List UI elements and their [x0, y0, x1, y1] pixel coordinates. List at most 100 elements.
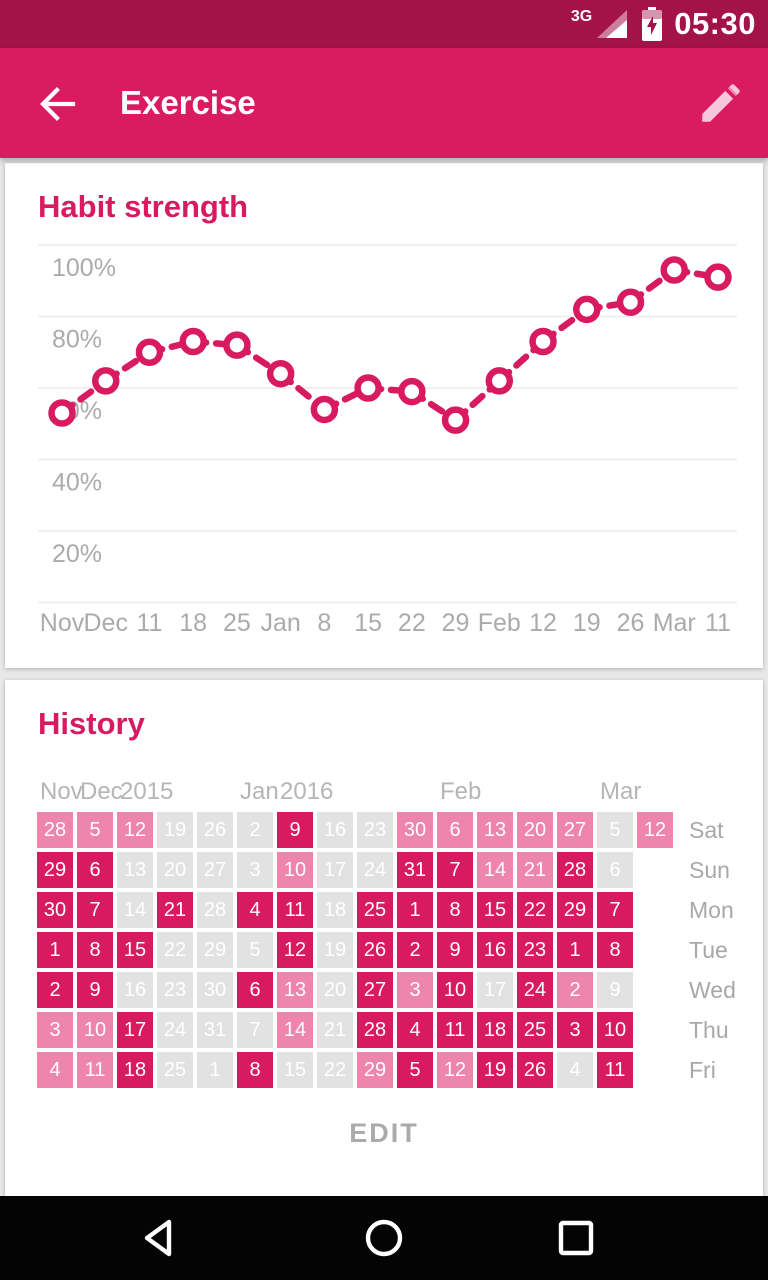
calendar-cell: 2 [237, 812, 273, 848]
calendar-cell: 21 [157, 892, 193, 928]
recents-square-icon[interactable] [554, 1216, 598, 1260]
calendar-cell: 14 [277, 1012, 313, 1048]
calendar-cell: 13 [277, 972, 313, 1008]
month-label: Mar [600, 778, 642, 805]
calendar-cell: 12 [437, 1052, 473, 1088]
network-type-label: 3G [570, 8, 593, 25]
calendar-cell: 10 [77, 1012, 113, 1048]
habit-strength-chart[interactable]: 100%80%60%40%20%Nov Dec 11 18 25 Jan 8 15 22 29 Fe… [5, 163, 763, 668]
x-axis-tick-label: 8 [317, 609, 331, 637]
x-axis-tick-label: Jan [260, 609, 300, 637]
calendar-cell: 17 [117, 1012, 153, 1048]
month-label: Jan [240, 778, 279, 805]
day-of-week-label: Tue [689, 937, 728, 963]
edit-history-button[interactable]: EDIT [5, 1118, 763, 1149]
calendar-cell: 24 [517, 972, 553, 1008]
calendar-cell: 25 [357, 892, 393, 928]
calendar-cell: 18 [317, 892, 353, 928]
calendar-cell: 8 [597, 932, 633, 968]
battery-charging-icon [640, 6, 664, 42]
calendar-cell: 15 [477, 892, 513, 928]
x-axis-tick-label: 15 [354, 609, 382, 637]
calendar-cell: 7 [597, 892, 633, 928]
chart-data-point [91, 367, 120, 395]
calendar-cell: 27 [357, 972, 393, 1008]
calendar-cell: 15 [277, 1052, 313, 1088]
arrow-left-icon[interactable] [36, 83, 78, 125]
calendar-cell: 23 [157, 972, 193, 1008]
calendar-cell: 2 [37, 972, 73, 1008]
calendar-cell: 19 [317, 932, 353, 968]
chart-data-point [573, 295, 601, 324]
clock-label: 05:30 [674, 6, 756, 41]
pencil-icon[interactable] [696, 78, 746, 128]
calendar-cell: 5 [597, 812, 633, 848]
calendar-cell: 1 [397, 892, 433, 928]
calendar-cell: 30 [37, 892, 73, 928]
calendar-cell: 29 [357, 1052, 393, 1088]
calendar-cell: 21 [517, 852, 553, 888]
app-bar: Exercise [0, 48, 768, 158]
x-axis-tick-label: 25 [223, 609, 251, 637]
calendar-cell: 22 [317, 1052, 353, 1088]
calendar-cell: 6 [237, 972, 273, 1008]
calendar-cell: 20 [517, 812, 553, 848]
y-axis-tick-label: 40% [52, 469, 102, 497]
calendar-cell: 7 [437, 852, 473, 888]
y-axis-tick-label: 20% [52, 540, 102, 568]
day-of-week-label: Thu [689, 1017, 729, 1043]
chart-data-point [179, 327, 207, 356]
calendar-cell: 12 [117, 812, 153, 848]
calendar-cell: 15 [117, 932, 153, 968]
calendar-cell: 30 [197, 972, 233, 1008]
history-calendar-grid[interactable]: 28 5 12 19 26 2 9 16 23 30 6 13 20 27 5 12 29 6 13 20 27 3 10 1… [37, 812, 677, 1088]
back-triangle-icon[interactable] [138, 1216, 182, 1260]
calendar-cell: 14 [477, 852, 513, 888]
android-nav-bar [0, 1196, 768, 1280]
habit-strength-title: Habit strength [38, 189, 249, 224]
calendar-cell: 31 [197, 1012, 233, 1048]
calendar-cell: 28 [37, 812, 73, 848]
calendar-cell: 24 [157, 1012, 193, 1048]
calendar-cell [637, 1012, 673, 1048]
habit-strength-card: Habit strength 100% 80% 60% 40% 20% Nov Dec 11 1… [5, 163, 763, 668]
calendar-cell: 5 [397, 1052, 433, 1088]
home-circle-icon[interactable] [362, 1216, 406, 1260]
calendar-cell: 9 [437, 932, 473, 968]
month-label: Nov [40, 778, 83, 805]
calendar-cell: 3 [237, 852, 273, 888]
calendar-cell: 18 [117, 1052, 153, 1088]
calendar-cell: 26 [197, 812, 233, 848]
x-axis-tick-label: 19 [573, 609, 601, 637]
calendar-cell: 3 [397, 972, 433, 1008]
chart-data-point [266, 359, 295, 388]
calendar-cell: 22 [157, 932, 193, 968]
x-axis-tick-label: 22 [398, 609, 426, 637]
calendar-cell: 19 [477, 1052, 513, 1088]
calendar-cell: 4 [37, 1052, 73, 1088]
history-card: History Nov Dec 2015 Jan 2016 Feb Mar 28 5 12 19 2… [5, 680, 763, 1196]
x-axis-tick-label: 11 [705, 609, 731, 637]
month-label: 2015 [120, 778, 174, 805]
signal-strength-icon [594, 7, 630, 41]
chart-data-point [398, 377, 426, 406]
calendar-cell: 29 [37, 852, 73, 888]
x-axis-tick-label: 18 [179, 609, 207, 637]
chart-data-point [660, 256, 688, 284]
calendar-cell: 29 [197, 932, 233, 968]
month-label: 2016 [280, 778, 334, 805]
calendar-cell: 30 [397, 812, 433, 848]
calendar-cell: 5 [77, 812, 113, 848]
calendar-cell: 16 [477, 932, 513, 968]
calendar-cell: 5 [237, 932, 273, 968]
calendar-cell: 28 [357, 1012, 393, 1048]
calendar-cell: 18 [477, 1012, 513, 1048]
calendar-cell: 28 [557, 852, 593, 888]
calendar-cell: 8 [237, 1052, 273, 1088]
calendar-cell: 3 [557, 1012, 593, 1048]
calendar-cell: 7 [77, 892, 113, 928]
x-axis-tick-label: Nov [40, 609, 85, 637]
calendar-cell: 13 [477, 812, 513, 848]
chart-data-point [354, 374, 382, 402]
